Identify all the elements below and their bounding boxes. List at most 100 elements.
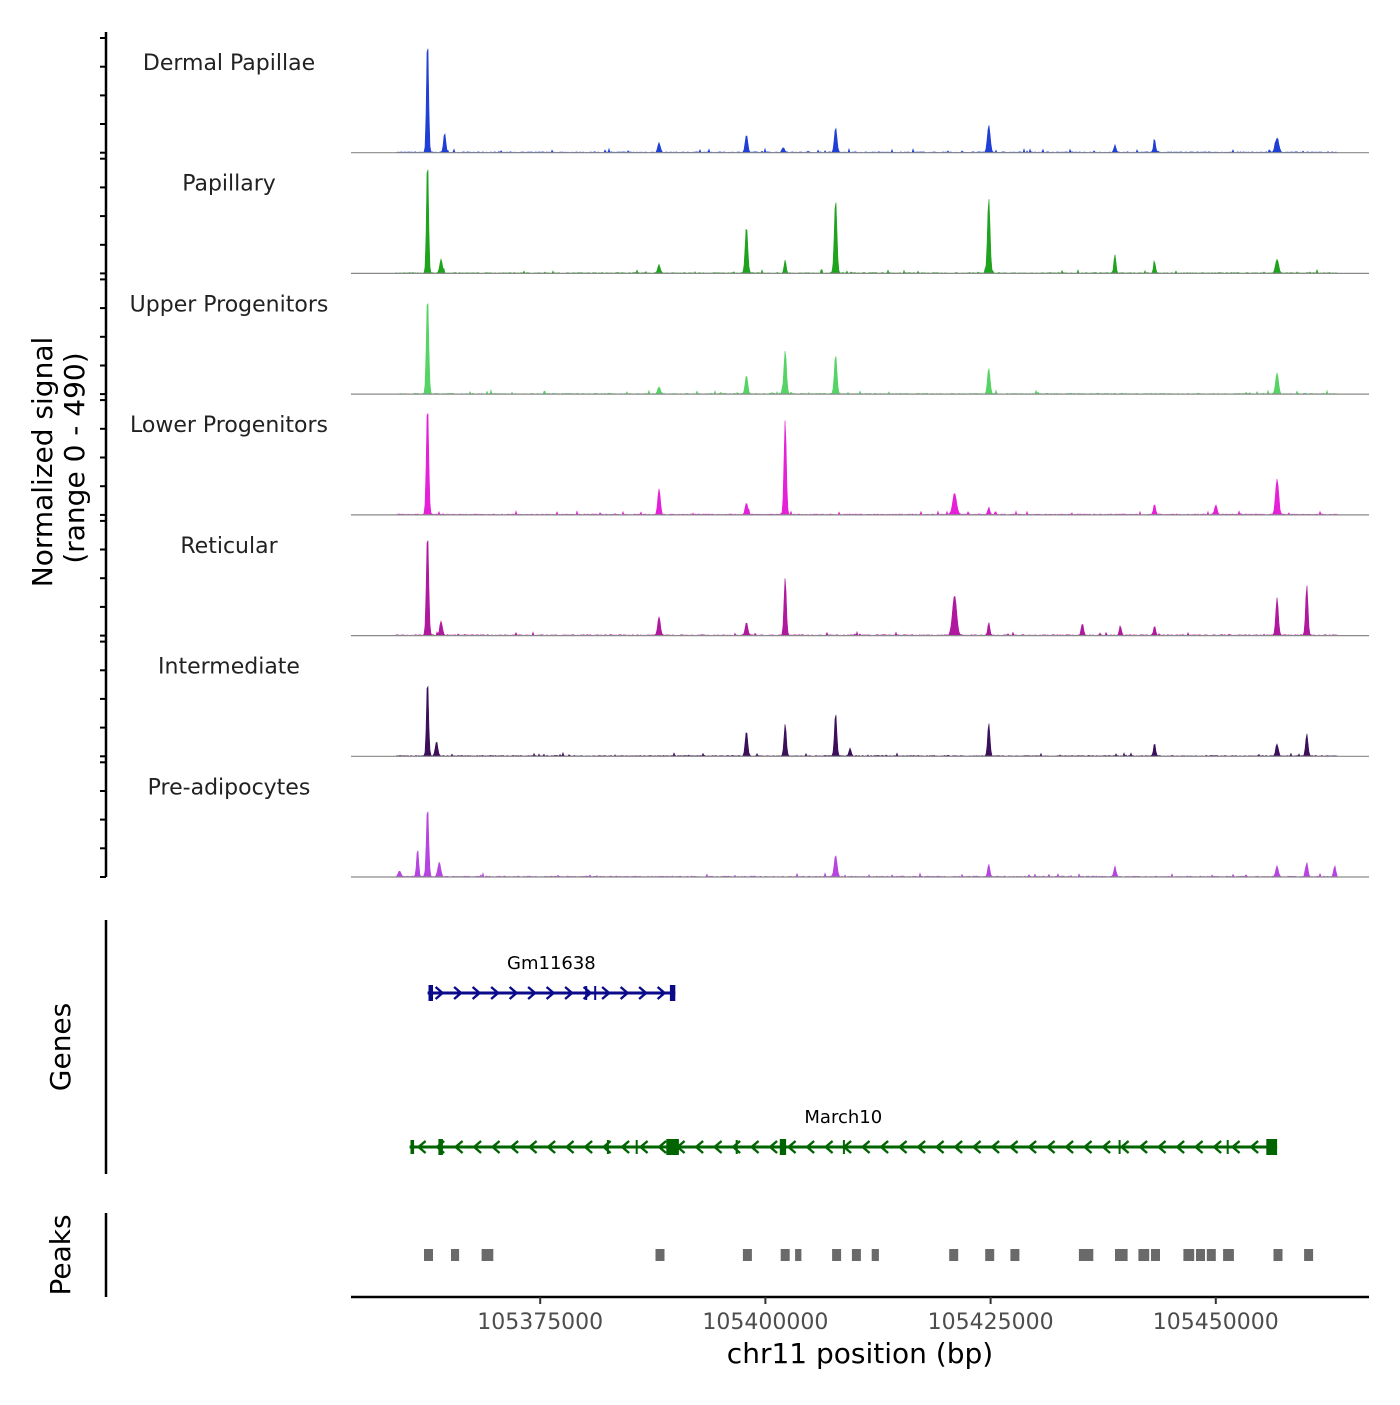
- strand-arrow: [471, 986, 482, 1000]
- gene-exon: [635, 1140, 638, 1154]
- coverage-track: Intermediate: [158, 655, 1369, 757]
- coverage-area: [396, 303, 1338, 395]
- coverage-area: [395, 48, 1338, 154]
- strand-arrow: [453, 986, 463, 1000]
- strand-arrow: [1138, 1140, 1148, 1154]
- peak-region: [949, 1249, 959, 1261]
- gene-exon: [1266, 1139, 1278, 1155]
- strand-arrow: [805, 1140, 815, 1154]
- peak-region: [871, 1249, 879, 1261]
- peak-region: [795, 1249, 802, 1261]
- strand-arrow: [657, 1140, 667, 1154]
- gene-exon: [1226, 1140, 1229, 1154]
- coverage-area: [395, 685, 1339, 757]
- strand-arrow: [916, 1140, 926, 1154]
- x-tick-label: 105400000: [702, 1310, 828, 1335]
- gene-exon: [842, 1140, 845, 1154]
- peak-region: [1078, 1249, 1094, 1261]
- strand-arrow: [786, 1140, 797, 1154]
- strand-arrow: [1008, 1140, 1019, 1154]
- strand-arrow: [453, 1140, 464, 1154]
- peak-region: [1138, 1249, 1150, 1261]
- coverage-track: Reticular: [180, 534, 1369, 637]
- track-label: Pre-adipocytes: [148, 775, 311, 800]
- strand-arrow: [990, 1140, 1000, 1154]
- strand-arrow: [768, 1140, 778, 1154]
- peak-region: [655, 1249, 665, 1261]
- x-axis-title: chr11 position (bp): [727, 1337, 993, 1370]
- x-ticks: 105375000 105400000 105425000 105450000: [477, 1297, 1279, 1335]
- gene-exon: [1118, 1140, 1121, 1154]
- strand-arrow: [694, 1140, 704, 1154]
- strand-arrow: [1193, 1140, 1204, 1154]
- peaks-panel: Peaks: [44, 1213, 1314, 1297]
- gene-label: March10: [804, 1107, 882, 1128]
- x-tick-label: 105375000: [477, 1310, 603, 1335]
- strand-arrow: [1212, 1140, 1222, 1154]
- strand-arrow: [879, 1140, 889, 1154]
- genes-panel: Genes Gm11638 March10: [44, 920, 1278, 1174]
- strand-arrow: [434, 986, 445, 1000]
- peak-region: [832, 1249, 842, 1261]
- peak-region: [1273, 1249, 1283, 1261]
- coverage-area: [395, 413, 1339, 516]
- peak-regions: [424, 1249, 1314, 1261]
- strand-arrow: [1230, 1140, 1241, 1154]
- peak-region: [1223, 1249, 1234, 1261]
- peak-region: [1151, 1249, 1160, 1261]
- x-tick-label: 105450000: [1153, 1310, 1279, 1335]
- coverage-track: Papillary: [182, 169, 1369, 274]
- track-label: Dermal Papillae: [143, 51, 315, 76]
- peak-region: [780, 1249, 790, 1261]
- coverage-y-ticks: [100, 37, 106, 878]
- peak-region: [851, 1249, 861, 1261]
- peak-region: [451, 1249, 460, 1261]
- strand-arrow: [620, 1140, 630, 1154]
- coverage-track: Dermal Papillae: [143, 48, 1369, 154]
- peak-region: [1206, 1249, 1216, 1261]
- coverage-area: [395, 540, 1339, 637]
- peak-region: [1304, 1249, 1314, 1261]
- strand-arrow: [1064, 1140, 1074, 1154]
- strand-arrow: [1119, 1140, 1130, 1154]
- peak-region: [985, 1249, 995, 1261]
- strand-arrow: [656, 986, 667, 1000]
- strand-arrow: [1027, 1140, 1037, 1154]
- gene-exon: [594, 986, 597, 1000]
- peak-region: [481, 1249, 494, 1261]
- coverage-track: Pre-adipocytes: [148, 775, 1369, 878]
- coverage-track: Lower Progenitors: [130, 413, 1369, 516]
- strand-arrow: [953, 1140, 963, 1154]
- strand-arrow: [638, 986, 648, 1000]
- strand-arrow: [546, 1140, 556, 1154]
- coverage-panel: Dermal Papillae Papillary Upper Progenitor…: [26, 32, 1369, 878]
- strand-arrow: [601, 986, 611, 1000]
- strand-arrow: [416, 1140, 427, 1154]
- strand-arrow: [564, 986, 574, 1000]
- strand-arrow: [583, 1140, 593, 1154]
- gene-exon: [606, 1140, 609, 1154]
- strand-arrow: [490, 1140, 501, 1154]
- x-axis: 105375000 105400000 105425000 105450000 chr…: [351, 1295, 1369, 1370]
- strand-arrow: [1156, 1140, 1167, 1154]
- track-label: Reticular: [180, 534, 278, 559]
- strand-arrow: [1082, 1140, 1093, 1154]
- strand-arrow: [527, 1140, 538, 1154]
- coverage-area: [395, 169, 1339, 274]
- coverage-range-label: (range 0 - 490): [58, 352, 91, 563]
- coverage-ylabel: Normalized signal: [26, 337, 59, 588]
- gene-exon: [735, 1140, 738, 1154]
- gene-exon: [669, 985, 676, 1001]
- strand-arrow: [472, 1140, 482, 1154]
- peak-region: [424, 1249, 433, 1261]
- x-tick-label: 105425000: [928, 1310, 1054, 1335]
- gene-models: Gm11638 March10: [409, 953, 1278, 1155]
- strand-arrow: [1045, 1140, 1056, 1154]
- gene-exon: [438, 1139, 443, 1155]
- coverage-track: Upper Progenitors: [130, 292, 1369, 395]
- strand-arrow: [749, 1140, 760, 1154]
- gene-exon: [585, 986, 588, 1000]
- coverage-tracks: Dermal Papillae Papillary Upper Progenitor…: [130, 48, 1369, 878]
- strand-arrow: [564, 1140, 575, 1154]
